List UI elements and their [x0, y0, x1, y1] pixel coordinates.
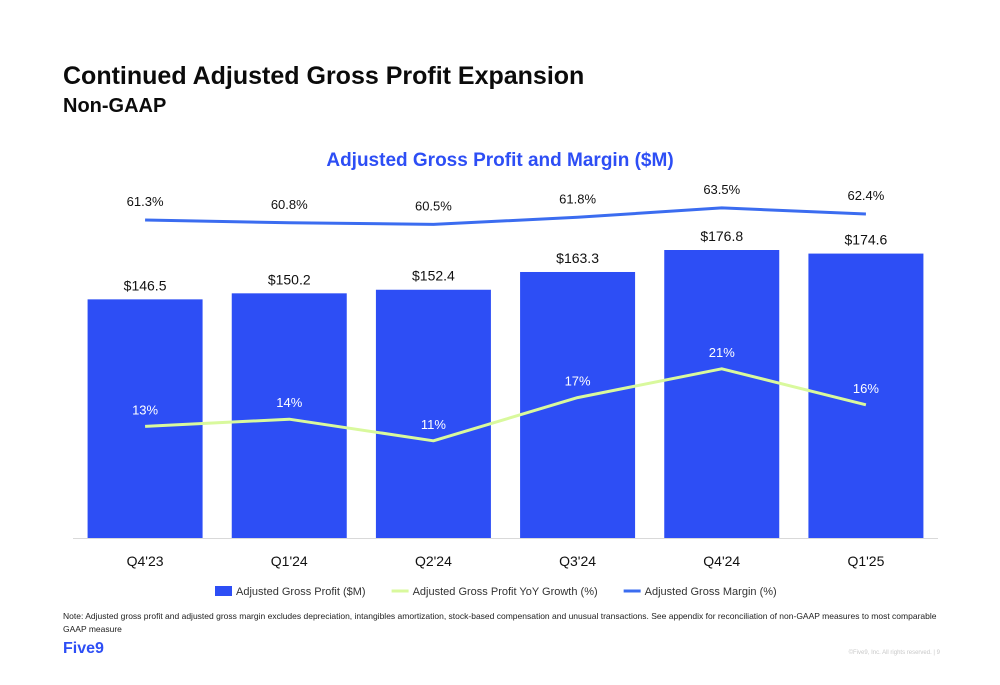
legend-label: Adjusted Gross Margin (%) [645, 586, 777, 598]
growth-point-label: 17% [565, 374, 591, 389]
bar-value-label: $146.5 [124, 277, 167, 293]
bar-1 [87, 299, 203, 538]
copyright-text: ©Five9, Inc. All rights reserved. | 9 [848, 650, 940, 656]
margin-line [145, 206, 866, 226]
bar-2 [231, 293, 347, 538]
margin-point-label: 63.5% [703, 182, 740, 197]
growth-point-label: 13% [132, 402, 158, 417]
bar-3 [375, 289, 491, 538]
bar-value-label: $163.3 [556, 250, 599, 266]
growth-point-label: 11% [421, 417, 446, 432]
growth-point-label: 14% [276, 395, 302, 410]
x-tick-label: Q3'24 [559, 553, 596, 569]
legend-label: Adjusted Gross Profit YoY Growth (%) [413, 586, 598, 598]
x-tick-label: Q1'24 [271, 553, 308, 569]
bar-value-label: $152.4 [412, 268, 455, 284]
growth-point-label: 16% [853, 381, 879, 396]
margin-point-label: 60.8% [271, 197, 308, 212]
page-subtitle: Non-GAAP [63, 95, 167, 117]
margin-point-label: 61.3% [127, 194, 164, 209]
combo-chart: $146.5 Q4'23 $150.2 Q1'24 $152.4 Q2'24 $163.3 Q… [73, 182, 938, 598]
x-tick-label: Q4'24 [703, 553, 740, 569]
legend-label: Adjusted Gross Profit ($M) [236, 586, 366, 598]
x-tick-label: Q2'24 [415, 553, 452, 569]
bar-4 [520, 271, 636, 538]
x-tick-label: Q1'25 [847, 553, 884, 569]
chart-title: Adjusted Gross Profit and Margin ($M) [326, 150, 674, 171]
x-tick-label: Q4'23 [127, 553, 164, 569]
bar-value-label: $176.8 [700, 228, 743, 244]
five9-logo: Five9 [63, 640, 104, 657]
bar-5 [664, 250, 780, 538]
margin-point-label: 62.4% [847, 188, 884, 203]
footnote: Note: Adjusted gross profit and adjusted… [63, 611, 937, 634]
legend-swatch-bar [215, 586, 232, 596]
margin-point-label: 61.8% [559, 191, 596, 206]
growth-line [145, 367, 867, 443]
margin-point-label: 60.5% [415, 198, 452, 213]
bar-value-label: $174.6 [845, 232, 888, 248]
page-title: Continued Adjusted Gross Profit Expansio… [63, 62, 585, 90]
bar-value-label: $150.2 [268, 271, 311, 287]
growth-point-label: 21% [709, 345, 735, 360]
